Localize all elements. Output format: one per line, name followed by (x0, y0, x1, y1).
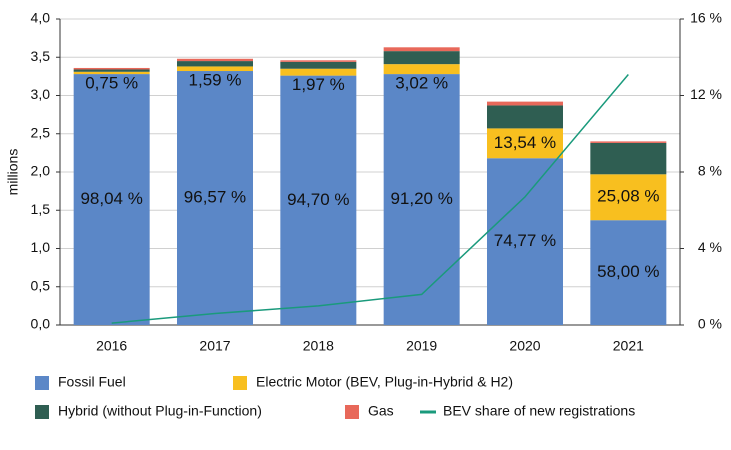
y2-tick-label: 8 % (698, 163, 722, 179)
y2-tick-label: 16 % (690, 10, 722, 26)
bar-segment (590, 174, 667, 221)
share-label: 94,70 % (287, 190, 349, 209)
share-label: 1,97 % (292, 75, 345, 94)
bar-segment (487, 101, 563, 106)
y-tick-label: 3,5 (31, 48, 51, 64)
y-tick-label: 0,5 (31, 277, 51, 293)
bar-segment (590, 220, 667, 325)
bar-segment (177, 61, 253, 67)
share-label: 74,77 % (494, 231, 556, 250)
x-tick-label: 2016 (96, 338, 127, 354)
bar-segment (590, 142, 667, 175)
x-tick-label: 2019 (406, 338, 437, 354)
bar-segment (280, 60, 357, 62)
bar-segment (383, 51, 460, 65)
y-tick-label: 1,0 (31, 239, 51, 255)
legend-label: Hybrid (without Plug-in-Function) (58, 403, 262, 419)
legend-swatch (35, 405, 49, 419)
legend-label: BEV share of new registrations (443, 403, 635, 419)
legend-swatch (345, 405, 359, 419)
bar-segment (383, 64, 460, 75)
bar-segment (590, 141, 667, 143)
x-tick-label: 2020 (509, 338, 540, 354)
bar-segment (383, 47, 460, 52)
y2-tick-label: 12 % (690, 86, 722, 102)
line-series (111, 73, 629, 324)
y-tick-label: 2,5 (31, 124, 51, 140)
share-label: 91,20 % (390, 189, 452, 208)
bar-segment (73, 69, 150, 72)
x-tick-label: 2017 (199, 338, 230, 354)
bar-segment (487, 158, 563, 325)
share-label: 58,00 % (597, 262, 659, 281)
share-label: 25,08 % (597, 187, 659, 206)
bar-segment (73, 67, 150, 70)
bar-segment (177, 66, 253, 72)
share-label: 1,59 % (189, 71, 242, 90)
bar-segment (73, 71, 150, 75)
legend-label: Fossil Fuel (58, 374, 126, 390)
x-tick-label: 2021 (613, 338, 644, 354)
bar-segment (487, 105, 563, 129)
legend-swatch (35, 376, 49, 390)
x-tick-label: 2018 (303, 338, 334, 354)
y-axis-label: millions (5, 149, 21, 196)
bar-segment (177, 58, 253, 62)
share-label: 3,02 % (395, 74, 448, 93)
y-tick-label: 0,0 (31, 316, 51, 332)
y-tick-label: 3,0 (31, 86, 51, 102)
bar-segment (73, 74, 150, 325)
y2-tick-label: 4 % (698, 239, 722, 255)
share-label: 0,75 % (85, 74, 138, 93)
share-label: 13,54 % (494, 133, 556, 152)
legend-label: Electric Motor (BEV, Plug-in-Hybrid & H2… (256, 374, 513, 390)
y2-tick-label: 0 % (698, 316, 722, 332)
bar-segment (280, 68, 357, 76)
y-tick-label: 4,0 (31, 10, 51, 26)
share-label: 98,04 % (80, 189, 142, 208)
bar-segment (487, 128, 563, 159)
bar-segment (280, 75, 357, 325)
y-tick-label: 1,5 (31, 201, 51, 217)
share-label: 96,57 % (184, 187, 246, 206)
bar-segment (177, 71, 253, 326)
bar-segment (280, 61, 357, 69)
bar-segment (383, 74, 460, 325)
legend-label: Gas (368, 403, 394, 419)
y-tick-label: 2,0 (31, 163, 51, 179)
legend-swatch (233, 376, 247, 390)
